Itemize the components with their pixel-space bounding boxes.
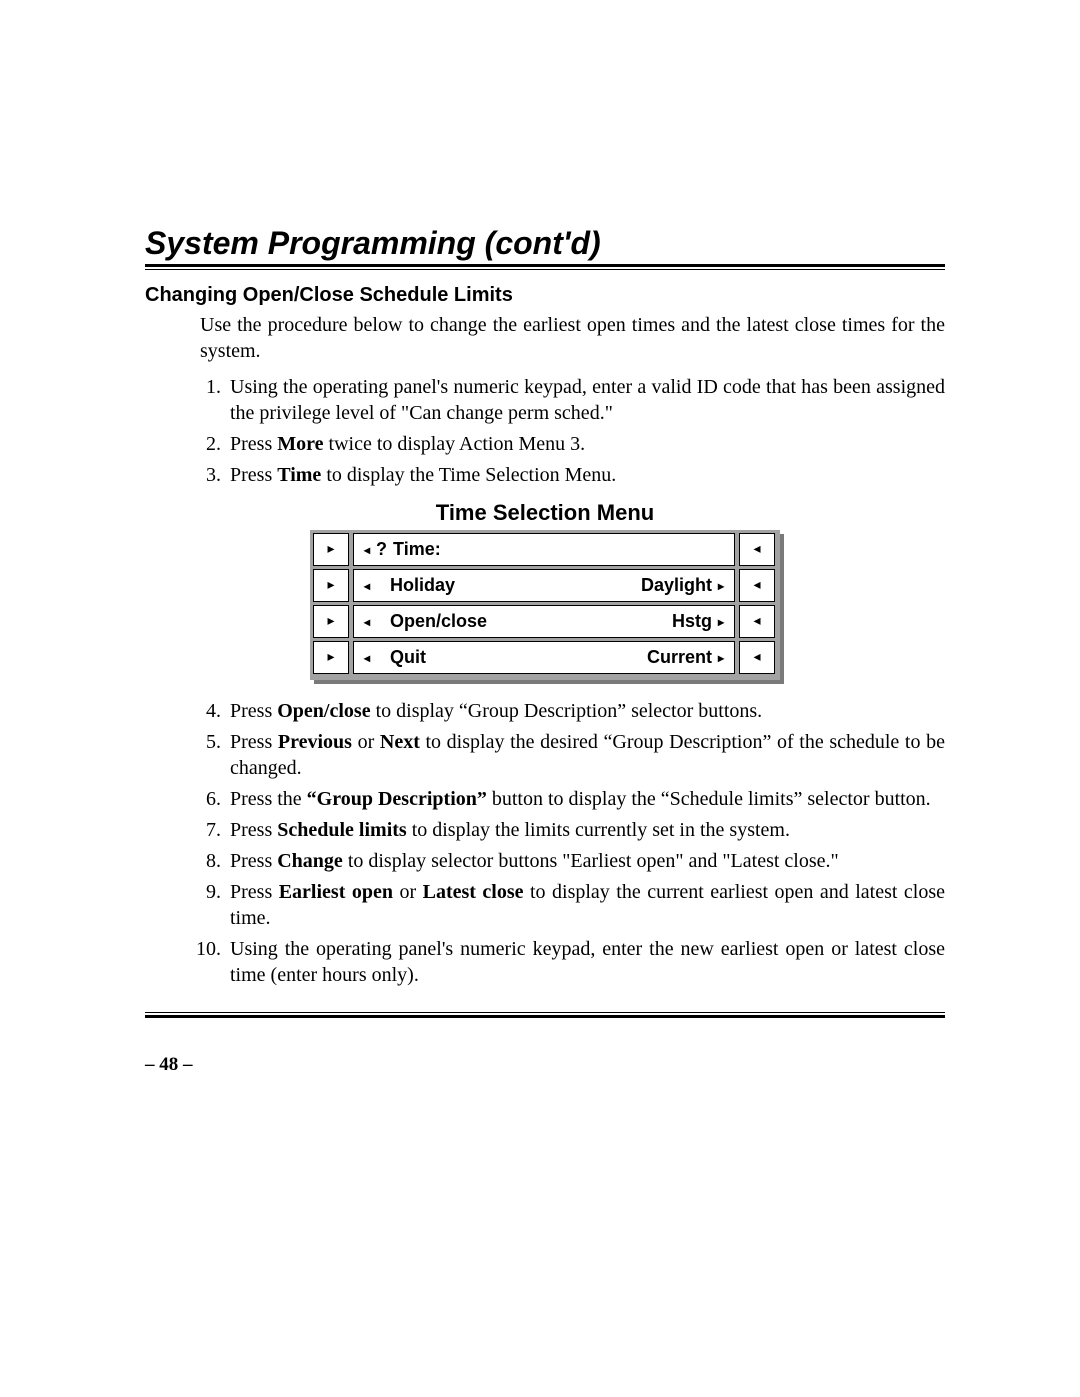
title-divider bbox=[145, 264, 945, 270]
triangle-right-icon: ▸ bbox=[327, 543, 334, 557]
step-text: to display “Group Description” selector … bbox=[371, 700, 763, 722]
triangle-left-icon: ◂ bbox=[364, 544, 370, 556]
step-text: Press bbox=[230, 881, 279, 903]
menu-right-button[interactable]: ◂ bbox=[739, 641, 775, 674]
triangle-left-icon: ◂ bbox=[753, 579, 760, 593]
triangle-right-icon: ▸ bbox=[718, 616, 724, 628]
triangle-left-icon: ◂ bbox=[364, 580, 370, 592]
bottom-divider bbox=[145, 1012, 945, 1018]
step-bold: Previous bbox=[278, 731, 352, 753]
step-bold: Open/close bbox=[277, 700, 370, 722]
step-item: Press Schedule limits to display the lim… bbox=[226, 817, 945, 843]
triangle-right-icon: ▸ bbox=[327, 579, 334, 593]
step-item: Using the operating panel's numeric keyp… bbox=[226, 936, 945, 988]
step-bold: “Group Description” bbox=[307, 788, 487, 810]
step-text: or bbox=[393, 881, 423, 903]
menu-label: Current bbox=[647, 647, 712, 668]
triangle-left-icon: ◂ bbox=[364, 616, 370, 628]
step-bold: Earliest open bbox=[279, 881, 393, 903]
triangle-right-icon: ▸ bbox=[327, 651, 334, 665]
step-text: twice to display Action Menu 3. bbox=[324, 433, 586, 455]
menu-left-button[interactable]: ▸ bbox=[313, 533, 349, 566]
step-text: Using the operating panel's numeric keyp… bbox=[230, 938, 945, 986]
menu-left-button[interactable]: ▸ bbox=[313, 641, 349, 674]
menu-row: ▸ ◂ ? Time: ◂ bbox=[313, 533, 775, 566]
menu-label: Hstg bbox=[672, 611, 712, 632]
menu-figure: Time Selection Menu ▸ ◂ ? Time: ◂ ▸ bbox=[310, 500, 780, 680]
menu-cell: ◂ ? Time: bbox=[353, 533, 735, 566]
menu-cell: ◂ Quit Current ▸ bbox=[353, 641, 735, 674]
menu-right-button[interactable]: ◂ bbox=[739, 569, 775, 602]
step-bold: Schedule limits bbox=[277, 819, 406, 841]
step-bold: More bbox=[277, 433, 323, 455]
triangle-left-icon: ◂ bbox=[753, 543, 760, 557]
triangle-left-icon: ◂ bbox=[753, 651, 760, 665]
page-number: – 48 – bbox=[145, 1054, 945, 1076]
intro-paragraph: Use the procedure below to change the ea… bbox=[200, 313, 945, 364]
step-bold: Latest close bbox=[423, 881, 524, 903]
step-item: Press More twice to display Action Menu … bbox=[226, 431, 945, 457]
step-bold: Change bbox=[277, 850, 343, 872]
step-text: Press bbox=[230, 433, 277, 455]
triangle-right-icon: ▸ bbox=[718, 580, 724, 592]
menu-label: Time: bbox=[393, 539, 441, 560]
step-item: Press the “Group Description” button to … bbox=[226, 786, 945, 812]
step-item: Press Open/close to display “Group Descr… bbox=[226, 698, 945, 724]
menu-cell-left: ◂ Holiday bbox=[364, 575, 455, 596]
triangle-right-icon: ▸ bbox=[718, 652, 724, 664]
step-item: Using the operating panel's numeric keyp… bbox=[226, 374, 945, 426]
step-item: Press Previous or Next to display the de… bbox=[226, 729, 945, 781]
menu-label: Quit bbox=[390, 647, 426, 668]
step-bold: Time bbox=[277, 464, 321, 486]
menu-panel: ▸ ◂ ? Time: ◂ ▸ ◂ Holiday bbox=[310, 530, 780, 680]
menu-label: Daylight bbox=[641, 575, 712, 596]
step-text: button to display the “Schedule limits” … bbox=[487, 788, 931, 810]
menu-cell-left: ◂ Open/close bbox=[364, 611, 487, 632]
menu-label: Open/close bbox=[390, 611, 487, 632]
step-text: Press bbox=[230, 464, 277, 486]
menu-cell-left: ◂ ? Time: bbox=[364, 539, 441, 560]
menu-cell: ◂ Holiday Daylight ▸ bbox=[353, 569, 735, 602]
step-item: Press Earliest open or Latest close to d… bbox=[226, 879, 945, 931]
menu-cell-right: Daylight ▸ bbox=[641, 575, 724, 596]
step-text: Press bbox=[230, 731, 278, 753]
menu-cell: ◂ Open/close Hstg ▸ bbox=[353, 605, 735, 638]
menu-title: Time Selection Menu bbox=[310, 500, 780, 526]
menu-label: Holiday bbox=[390, 575, 455, 596]
section-heading: Changing Open/Close Schedule Limits bbox=[145, 284, 945, 307]
document-page: System Programming (cont'd) Changing Ope… bbox=[0, 0, 1080, 1397]
step-text: Press bbox=[230, 850, 277, 872]
steps-list-b: Press Open/close to display “Group Descr… bbox=[200, 698, 945, 988]
menu-row: ▸ ◂ Quit Current ▸ ◂ bbox=[313, 641, 775, 674]
step-item: Press Time to display the Time Selection… bbox=[226, 462, 945, 488]
menu-row: ▸ ◂ Open/close Hstg ▸ ◂ bbox=[313, 605, 775, 638]
menu-cell-right: Current ▸ bbox=[647, 647, 724, 668]
step-item: Press Change to display selector buttons… bbox=[226, 848, 945, 874]
step-text: or bbox=[352, 731, 380, 753]
page-title: System Programming (cont'd) bbox=[145, 225, 945, 262]
menu-cell-left: ◂ Quit bbox=[364, 647, 426, 668]
menu-row: ▸ ◂ Holiday Daylight ▸ ◂ bbox=[313, 569, 775, 602]
step-text: to display the limits currently set in t… bbox=[407, 819, 790, 841]
step-text: Press bbox=[230, 819, 277, 841]
triangle-right-icon: ▸ bbox=[327, 615, 334, 629]
menu-left-button[interactable]: ▸ bbox=[313, 569, 349, 602]
menu-right-button[interactable]: ◂ bbox=[739, 533, 775, 566]
step-text: Press bbox=[230, 700, 277, 722]
step-text: Press the bbox=[230, 788, 307, 810]
steps-list-a: Using the operating panel's numeric keyp… bbox=[200, 374, 945, 488]
triangle-left-icon: ◂ bbox=[753, 615, 760, 629]
triangle-left-icon: ◂ bbox=[364, 652, 370, 664]
menu-left-button[interactable]: ▸ bbox=[313, 605, 349, 638]
menu-right-button[interactable]: ◂ bbox=[739, 605, 775, 638]
menu-cell-right: Hstg ▸ bbox=[672, 611, 724, 632]
step-text: to display the Time Selection Menu. bbox=[321, 464, 616, 486]
menu-extra: ? bbox=[376, 539, 387, 560]
step-bold: Next bbox=[380, 731, 420, 753]
step-text: to display selector buttons "Earliest op… bbox=[343, 850, 839, 872]
step-text: Using the operating panel's numeric keyp… bbox=[230, 376, 945, 424]
